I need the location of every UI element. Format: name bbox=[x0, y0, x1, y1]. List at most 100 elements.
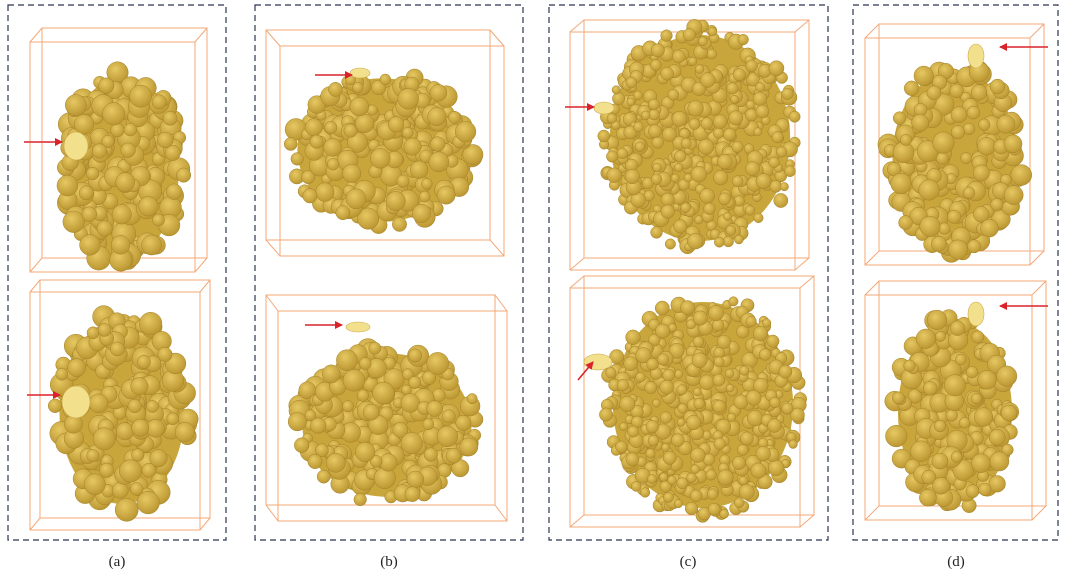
surface-lobe bbox=[284, 138, 297, 151]
wireframe bbox=[266, 295, 278, 311]
surface-lobe bbox=[951, 107, 967, 123]
surface-lobe bbox=[175, 422, 194, 441]
surface-lobe bbox=[663, 369, 675, 381]
surface-lobe bbox=[753, 326, 768, 341]
wireframe bbox=[795, 20, 809, 32]
surface-lobe bbox=[681, 301, 695, 315]
surface-lobe bbox=[990, 79, 1005, 94]
surface-lobe bbox=[448, 111, 460, 123]
surface-lobe bbox=[951, 451, 962, 462]
surface-lobe bbox=[612, 92, 624, 104]
wireframe bbox=[570, 276, 584, 288]
surface-lobe bbox=[409, 376, 421, 388]
ligand bbox=[346, 322, 370, 332]
surface-lobe bbox=[421, 178, 432, 189]
surface-lobe bbox=[963, 187, 975, 199]
surface-lobe bbox=[737, 444, 748, 455]
surface-lobe bbox=[392, 217, 406, 231]
surface-lobe bbox=[363, 404, 379, 420]
surface-lobe bbox=[130, 482, 143, 495]
surface-lobe bbox=[429, 152, 449, 172]
surface-lobe bbox=[82, 207, 97, 222]
figure: (a) (b) (c) (d) bbox=[0, 0, 1068, 582]
surface-lobe bbox=[726, 225, 736, 235]
surface-lobe bbox=[137, 491, 160, 514]
surface-lobe bbox=[693, 336, 704, 347]
surface-lobe bbox=[660, 412, 672, 424]
surface-lobe bbox=[931, 236, 946, 251]
surface-lobe bbox=[157, 132, 173, 148]
surface-lobe bbox=[714, 438, 726, 450]
surface-lobe bbox=[892, 392, 904, 404]
surface-lobe bbox=[981, 219, 999, 237]
surface-lobe bbox=[978, 370, 997, 389]
surface-lobe bbox=[647, 358, 659, 370]
surface-lobe bbox=[919, 489, 936, 506]
surface-lobe bbox=[398, 88, 419, 109]
surface-lobe bbox=[419, 191, 430, 202]
surface-lobe bbox=[689, 118, 700, 129]
surface-lobe bbox=[991, 198, 1003, 210]
surface-lobe bbox=[690, 448, 705, 463]
surface-lobe bbox=[739, 484, 754, 499]
wireframe bbox=[865, 506, 879, 520]
surface-lobe bbox=[430, 84, 447, 101]
surface-lobe bbox=[116, 423, 133, 440]
surface-lobe bbox=[932, 453, 948, 469]
wireframe bbox=[570, 515, 584, 527]
surface-lobe bbox=[612, 86, 620, 94]
surface-lobe bbox=[150, 450, 167, 467]
panel-label: (a) bbox=[109, 554, 126, 570]
surface-lobe bbox=[57, 175, 78, 196]
surface-lobe bbox=[146, 400, 158, 412]
wireframe bbox=[865, 281, 879, 295]
wireframe bbox=[30, 28, 42, 42]
wireframe bbox=[490, 240, 504, 256]
surface-lobe bbox=[927, 86, 941, 100]
surface-lobe bbox=[357, 390, 369, 402]
ligand bbox=[64, 132, 88, 160]
surface-lobe bbox=[686, 415, 701, 430]
panel-label: (c) bbox=[680, 554, 697, 570]
surface-lobe bbox=[687, 233, 703, 249]
wireframe bbox=[1032, 281, 1046, 295]
surface-lobe bbox=[944, 375, 965, 396]
surface-lobe bbox=[346, 189, 366, 209]
surface-lobe bbox=[98, 323, 111, 336]
surface-lobe bbox=[631, 481, 641, 491]
surface-lobe bbox=[667, 476, 676, 485]
surface-lobe bbox=[137, 355, 150, 368]
surface-lobe bbox=[768, 460, 784, 476]
surface-lobe bbox=[774, 193, 788, 207]
wireframe bbox=[865, 24, 879, 38]
surface-lobe bbox=[152, 95, 166, 109]
surface-lobe bbox=[84, 474, 105, 495]
surface-lobe bbox=[717, 154, 732, 169]
surface-lobe bbox=[646, 449, 656, 459]
surface-lobe bbox=[904, 81, 919, 96]
wireframe bbox=[800, 515, 814, 527]
surface-lobe bbox=[617, 148, 628, 159]
surface-lobe bbox=[739, 476, 748, 485]
surface-lobe bbox=[63, 211, 85, 233]
surface-lobe bbox=[316, 183, 335, 202]
surface-lobe bbox=[947, 210, 960, 223]
surface-lobe bbox=[467, 394, 477, 404]
surface-lobe bbox=[1004, 135, 1022, 153]
surface-lobe bbox=[967, 106, 980, 119]
surface-lobe bbox=[754, 213, 764, 223]
surface-lobe bbox=[754, 128, 762, 136]
surface-lobe bbox=[146, 419, 164, 437]
surface-lobe bbox=[751, 463, 766, 478]
surface-lobe bbox=[700, 73, 715, 88]
surface-lobe bbox=[652, 137, 664, 149]
surface-lobe bbox=[782, 88, 794, 100]
surface-lobe bbox=[662, 127, 676, 141]
wireframe bbox=[490, 30, 504, 46]
surface-lobe bbox=[732, 141, 743, 152]
surface-lobe bbox=[427, 352, 449, 374]
surface-lobe bbox=[990, 452, 1009, 471]
surface-lobe bbox=[708, 305, 723, 320]
surface-lobe bbox=[961, 153, 972, 164]
surface-lobe bbox=[734, 498, 744, 508]
